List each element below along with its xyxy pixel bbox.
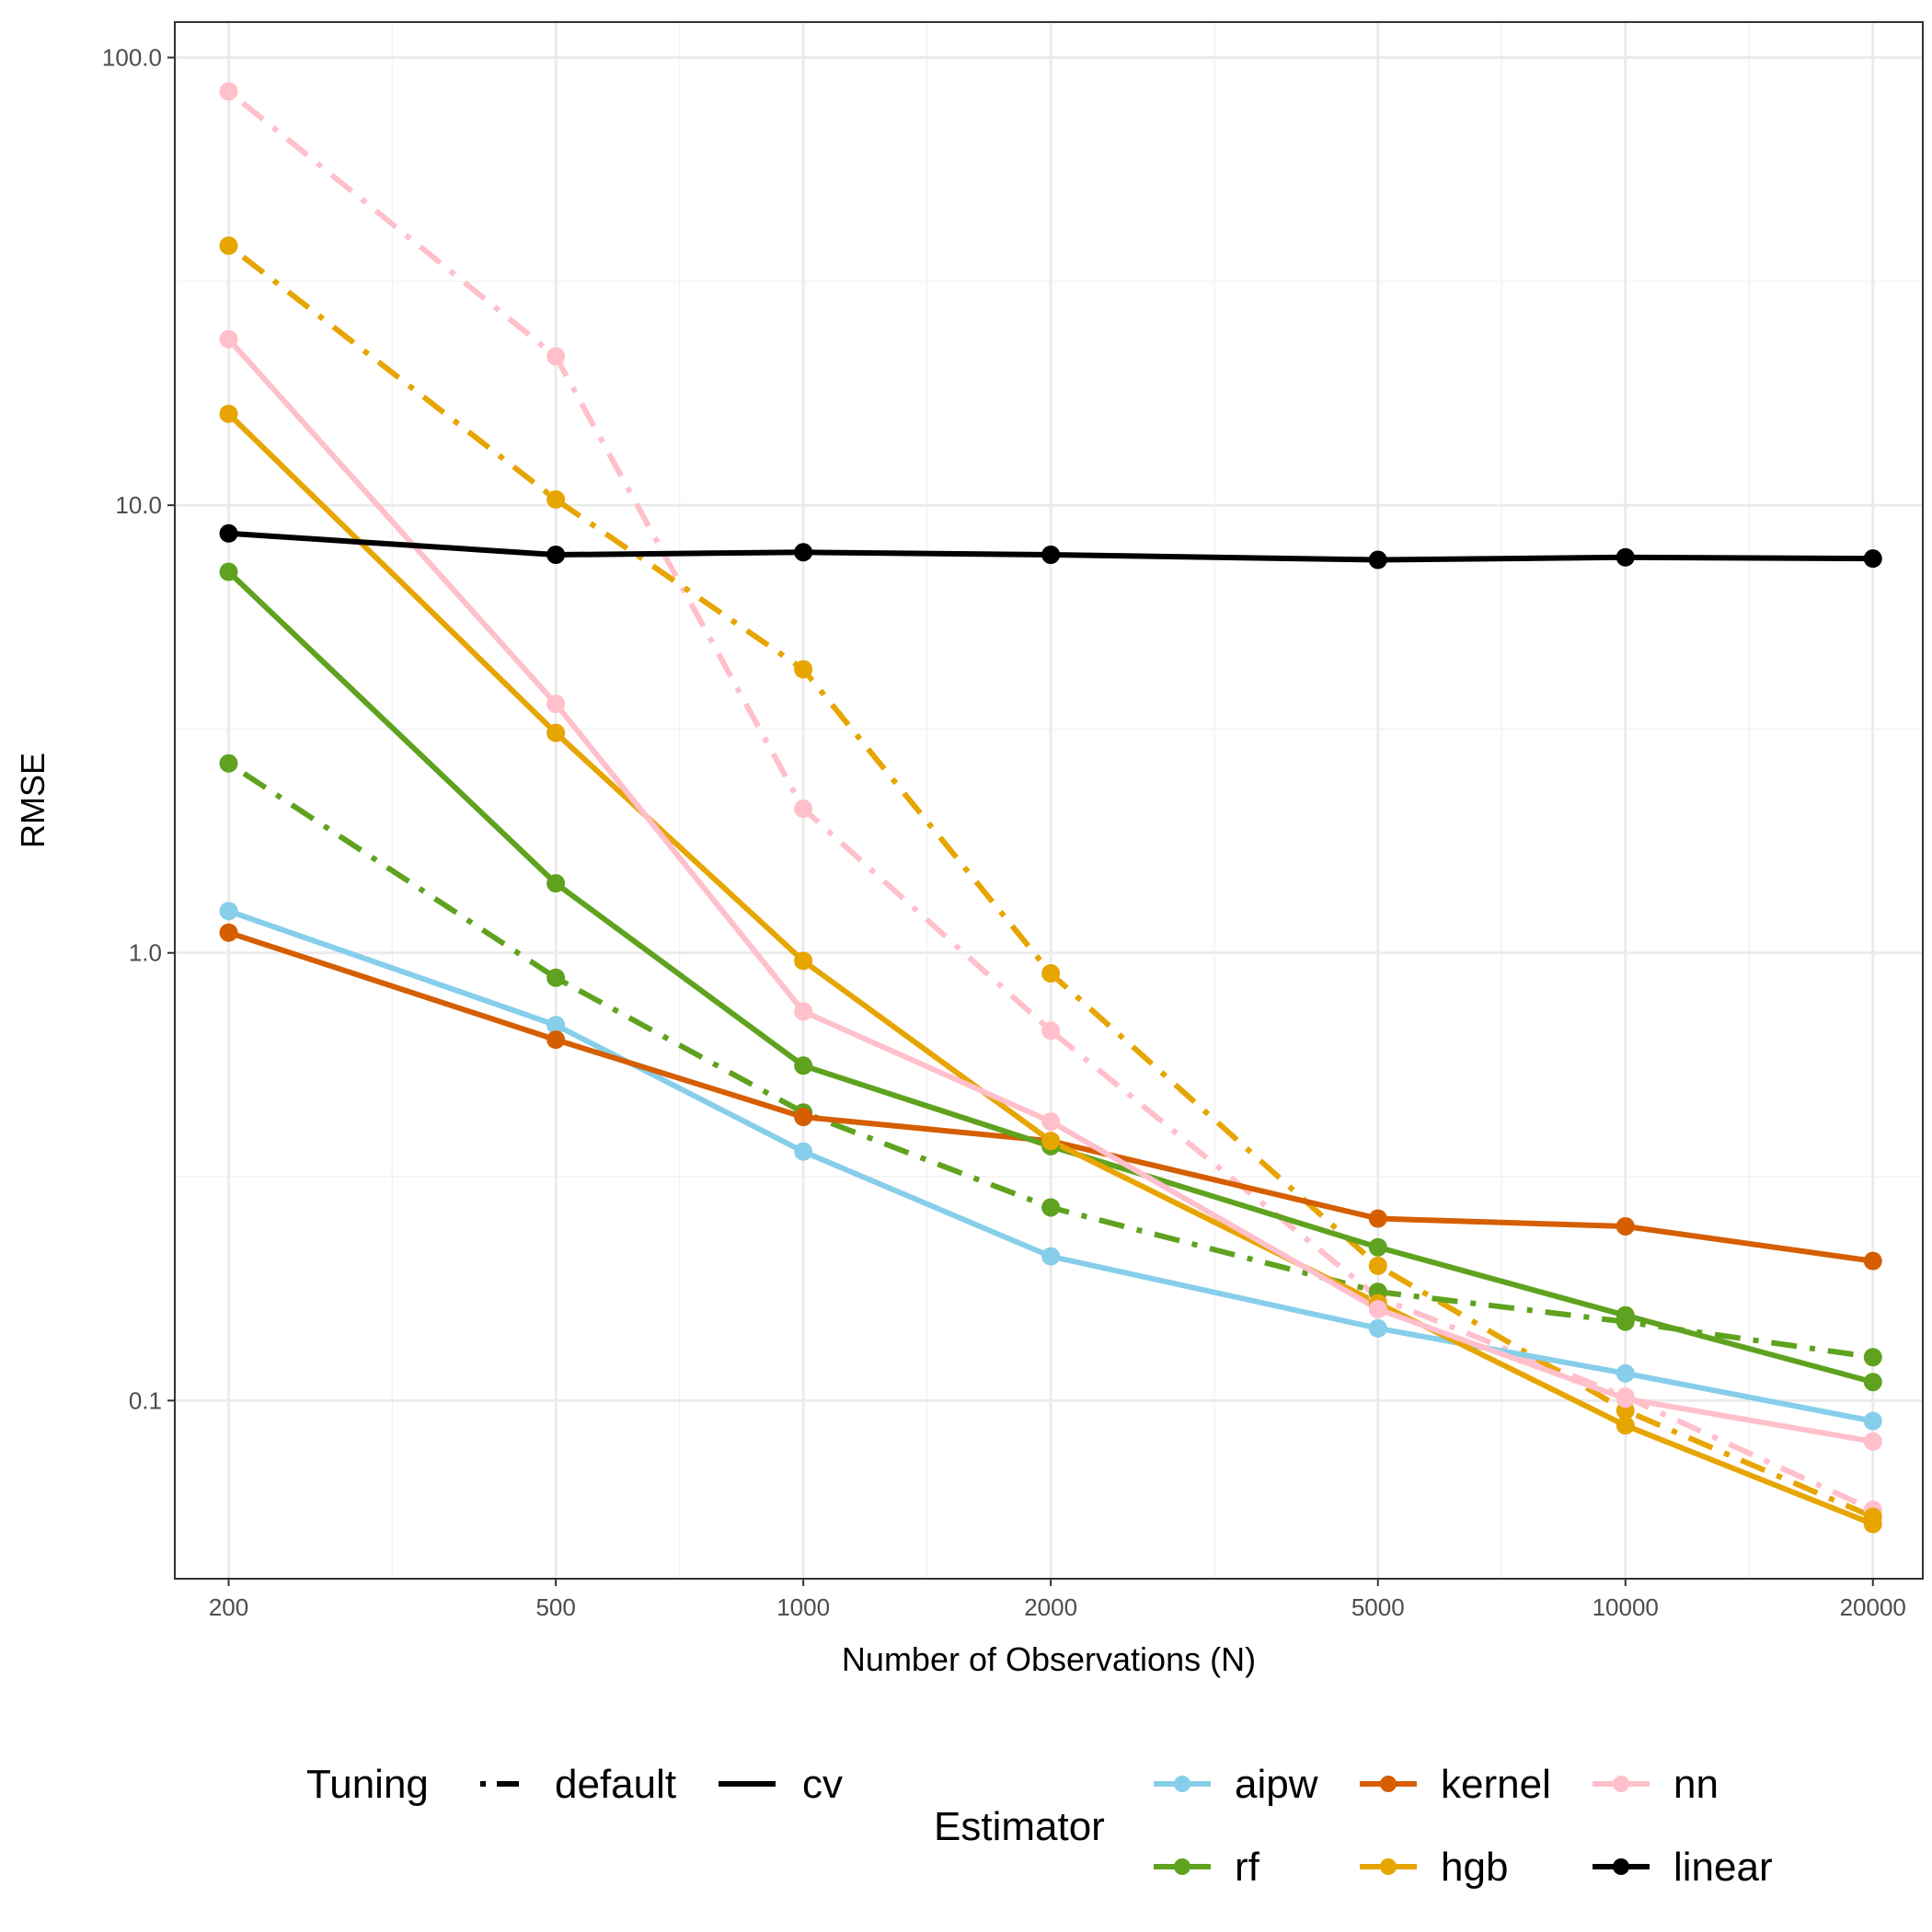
point-linear-cv bbox=[1041, 546, 1061, 565]
point-linear-cv bbox=[1863, 549, 1882, 569]
legend-label-hgb: hgb bbox=[1441, 1845, 1508, 1890]
point-hgb-cv bbox=[219, 404, 238, 423]
legend-label-default: default bbox=[555, 1762, 676, 1807]
x-tick-label: 20000 bbox=[1840, 1593, 1906, 1621]
legend-label-rf: rf bbox=[1235, 1845, 1260, 1890]
point-nn-default bbox=[794, 799, 813, 818]
point-linear-cv bbox=[1616, 547, 1635, 567]
point-aipw-cv bbox=[794, 1142, 813, 1161]
point-rf-cv bbox=[546, 874, 566, 893]
x-tick-label: 5000 bbox=[1351, 1593, 1405, 1621]
legend-label-kernel: kernel bbox=[1441, 1762, 1551, 1807]
x-tick-label: 1000 bbox=[776, 1593, 830, 1621]
point-nn-cv bbox=[794, 1002, 813, 1021]
y-axis: 0.1 1.0 10.0 100.0 bbox=[102, 44, 175, 1414]
point-kernel-cv bbox=[794, 1108, 813, 1127]
point-linear-cv bbox=[546, 546, 566, 565]
point-rf-cv bbox=[794, 1056, 813, 1075]
point-kernel-cv bbox=[219, 923, 238, 942]
point-rf-cv bbox=[1616, 1305, 1635, 1325]
point-hgb-cv bbox=[794, 951, 813, 971]
point-rf-default bbox=[1041, 1198, 1061, 1217]
x-tick-label: 2000 bbox=[1024, 1593, 1077, 1621]
point-nn-cv bbox=[219, 329, 238, 349]
point-hgb-default bbox=[1368, 1256, 1387, 1275]
point-kernel-cv bbox=[1368, 1209, 1387, 1228]
legend-key-linear bbox=[1593, 1858, 1650, 1875]
point-nn-default bbox=[1041, 1021, 1061, 1041]
point-nn-cv bbox=[1616, 1389, 1635, 1409]
x-tick-label: 10000 bbox=[1593, 1593, 1659, 1621]
point-kernel-cv bbox=[1863, 1251, 1882, 1271]
point-rf-default bbox=[219, 753, 238, 773]
point-aipw-cv bbox=[219, 902, 238, 921]
point-nn-default bbox=[546, 347, 566, 366]
point-aipw-cv bbox=[1616, 1363, 1635, 1383]
point-rf-cv bbox=[1368, 1237, 1387, 1257]
x-axis-title: Number of Observations (N) bbox=[842, 1640, 1256, 1678]
point-linear-cv bbox=[219, 523, 238, 543]
point-linear-cv bbox=[794, 543, 813, 562]
point-nn-cv bbox=[1368, 1300, 1387, 1319]
legend-label-aipw: aipw bbox=[1235, 1762, 1318, 1807]
y-tick-label: 1.0 bbox=[129, 939, 162, 967]
legend-key-kernel bbox=[1360, 1776, 1417, 1792]
point-hgb-default bbox=[546, 489, 566, 509]
point-nn-cv bbox=[1041, 1112, 1061, 1132]
legend-key-aipw bbox=[1154, 1776, 1211, 1792]
point-aipw-cv bbox=[1368, 1318, 1387, 1338]
point-hgb-cv bbox=[1616, 1416, 1635, 1435]
plot-panel-border bbox=[174, 21, 1924, 1580]
series-points bbox=[219, 82, 1882, 1534]
x-axis: 200 500 1000 2000 5000 10000 20000 bbox=[209, 1579, 1906, 1621]
legend-label-linear: linear bbox=[1673, 1845, 1773, 1890]
legend-key-rf bbox=[1154, 1858, 1211, 1875]
point-aipw-cv bbox=[1863, 1411, 1882, 1431]
point-hgb-cv bbox=[546, 723, 566, 742]
point-nn-cv bbox=[546, 695, 566, 714]
point-aipw-cv bbox=[1041, 1247, 1061, 1266]
legend-key-nn bbox=[1593, 1776, 1650, 1792]
legend: Tuning default cv Estimator aipw kernel … bbox=[306, 1762, 1773, 1890]
point-hgb-cv bbox=[1041, 1132, 1061, 1151]
point-rf-default bbox=[1863, 1348, 1882, 1367]
y-tick-label: 10.0 bbox=[115, 491, 162, 519]
point-aipw-cv bbox=[546, 1016, 566, 1035]
point-rf-default bbox=[546, 968, 566, 987]
x-tick-label: 500 bbox=[535, 1593, 575, 1621]
major-gridlines bbox=[175, 22, 1923, 1579]
point-hgb-default bbox=[219, 236, 238, 256]
point-rf-cv bbox=[219, 562, 238, 581]
point-kernel-cv bbox=[546, 1030, 566, 1050]
point-hgb-cv bbox=[1863, 1514, 1882, 1534]
point-nn-cv bbox=[1863, 1432, 1882, 1451]
point-hgb-default bbox=[1041, 964, 1061, 983]
point-kernel-cv bbox=[1616, 1216, 1635, 1236]
legend-label-nn: nn bbox=[1673, 1762, 1719, 1807]
point-hgb-default bbox=[794, 660, 813, 679]
legend-title-estimator: Estimator bbox=[934, 1804, 1105, 1849]
y-tick-label: 0.1 bbox=[129, 1386, 162, 1414]
point-rf-cv bbox=[1863, 1373, 1882, 1392]
legend-title-tuning: Tuning bbox=[306, 1762, 429, 1807]
y-axis-title: RMSE bbox=[14, 753, 52, 848]
legend-label-cv: cv bbox=[802, 1762, 843, 1807]
y-tick-label: 100.0 bbox=[102, 44, 162, 72]
point-linear-cv bbox=[1368, 550, 1387, 569]
x-tick-label: 200 bbox=[209, 1593, 248, 1621]
legend-key-hgb bbox=[1360, 1858, 1417, 1875]
point-nn-default bbox=[219, 82, 238, 101]
